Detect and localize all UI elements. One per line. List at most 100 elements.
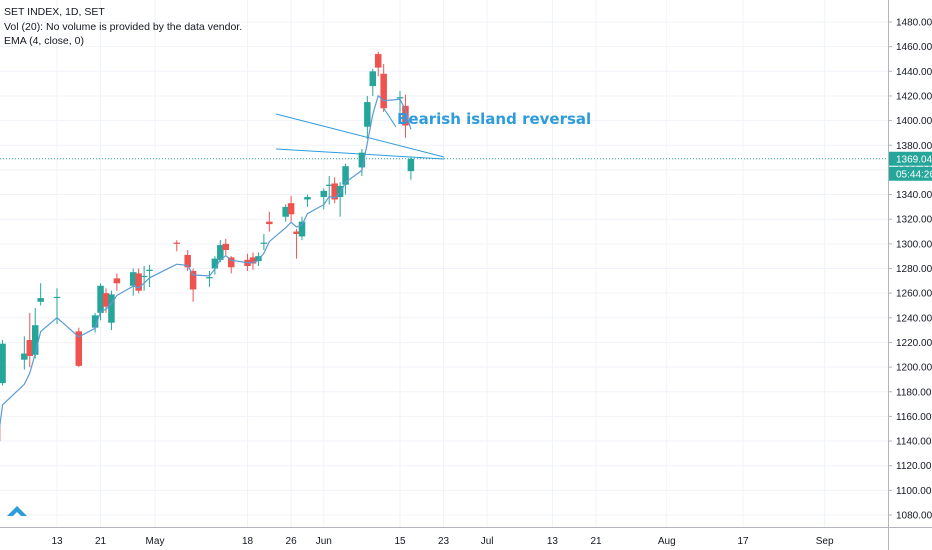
candle-body — [21, 353, 28, 360]
last-price-tag — [889, 151, 932, 166]
price-tags: 1369.04 05:44:26 — [889, 151, 932, 181]
candle-body — [407, 158, 415, 172]
candle — [97, 283, 104, 321]
candle — [298, 216, 306, 241]
candle — [184, 250, 191, 271]
time-tick-label: Jul — [481, 536, 494, 547]
candle — [331, 177, 338, 204]
candle-body — [380, 73, 387, 109]
candle-body — [146, 269, 153, 271]
candle-body — [211, 258, 219, 269]
tradingview-logo-icon[interactable] — [6, 503, 28, 519]
candle — [0, 339, 6, 386]
price-tick-label: 1200.00 — [896, 363, 932, 374]
candle-body — [396, 97, 404, 99]
candle — [358, 148, 366, 177]
price-tick-label: 1080.00 — [896, 511, 932, 522]
candle — [325, 176, 333, 205]
candle-body — [358, 152, 366, 168]
candle — [135, 268, 142, 294]
annotation-text[interactable]: Bearish island reversal — [397, 110, 591, 128]
candle — [282, 204, 289, 222]
candle-body — [402, 105, 409, 126]
candle — [91, 312, 99, 333]
candle-body — [320, 190, 328, 198]
candle — [31, 307, 39, 359]
candle-body — [374, 54, 382, 68]
candle-body — [26, 339, 34, 357]
candle — [293, 229, 300, 259]
price-tick-label: 1100.00 — [896, 486, 932, 497]
price-tick-label: 1480.00 — [896, 18, 932, 29]
time-tick-label: 23 — [438, 536, 450, 547]
candle-body — [336, 185, 344, 198]
candle-body — [260, 242, 268, 244]
time-tick-label: 21 — [590, 536, 602, 547]
price-tick-label: 1340.00 — [896, 190, 932, 201]
candle-body — [227, 257, 235, 268]
price-tick-label: 1460.00 — [896, 42, 932, 53]
candle-body — [75, 331, 83, 366]
candle-body — [331, 183, 338, 200]
candle-body — [206, 277, 213, 279]
candle — [222, 238, 230, 257]
candle — [255, 252, 262, 267]
candle — [380, 63, 387, 112]
time-axis: 13 21 May 18 26 Jun 15 23 Jul 13 21 Aug 17 Sep — [51, 536, 834, 547]
candle-body — [304, 197, 311, 200]
time-tick-label: 13 — [51, 536, 63, 547]
candle-body — [342, 166, 349, 185]
candle-body — [189, 270, 197, 290]
candle-body — [325, 184, 333, 186]
trendline-upper — [275, 113, 445, 158]
time-tick-label: 17 — [737, 536, 749, 547]
candle — [266, 211, 273, 232]
candle — [260, 233, 268, 251]
last-price-tag-label: 1369.04 — [896, 154, 932, 165]
candle-body — [298, 221, 306, 237]
candle — [407, 157, 415, 180]
price-tick-label: 1440.00 — [896, 67, 932, 78]
candle — [396, 91, 404, 114]
candle-body — [140, 275, 148, 278]
time-tick-label: Jun — [316, 536, 332, 547]
symbol-title[interactable]: SET INDEX, 1D, SET — [4, 6, 105, 18]
candle — [26, 312, 34, 368]
price-tick-label: 1280.00 — [896, 264, 932, 275]
candle — [320, 188, 328, 210]
candle-body — [369, 71, 377, 87]
price-tick-label: 1240.00 — [896, 313, 932, 324]
price-tick-label: 1220.00 — [896, 338, 932, 349]
candle-body — [173, 242, 181, 244]
candle — [173, 240, 181, 252]
candle-body — [266, 221, 273, 225]
candle-body — [184, 254, 191, 268]
candle-body — [222, 243, 230, 251]
price-tick-label: 1180.00 — [896, 387, 932, 398]
candle — [227, 256, 235, 274]
ema-indicator-label[interactable]: EMA (4, close, 0) — [4, 35, 84, 47]
candle-body — [293, 231, 300, 234]
candle-body — [31, 325, 39, 355]
time-tick-label: Sep — [816, 536, 834, 547]
candle-body — [37, 298, 44, 302]
candle-body — [113, 278, 121, 284]
volume-indicator-label[interactable]: Vol (20): No volume is provided by the d… — [4, 20, 243, 33]
candle-body — [129, 272, 137, 286]
candle — [108, 290, 115, 331]
candle-body — [53, 296, 61, 299]
candle — [336, 182, 344, 217]
price-axis: 1080.00 1100.00 1120.00 1140.00 1160.00 1180.… — [888, 18, 932, 522]
annotation-pointer — [382, 106, 397, 128]
candle — [21, 336, 28, 370]
candle-body — [91, 315, 99, 328]
candle — [75, 327, 83, 368]
countdown-tag — [889, 166, 932, 181]
chart-legend: SET INDEX, 1D, SET Vol (20): No volume i… — [4, 5, 242, 49]
time-tick-label: 18 — [242, 536, 254, 547]
candle — [129, 268, 137, 296]
candles[interactable] — [0, 51, 415, 485]
candle-body — [0, 343, 6, 384]
